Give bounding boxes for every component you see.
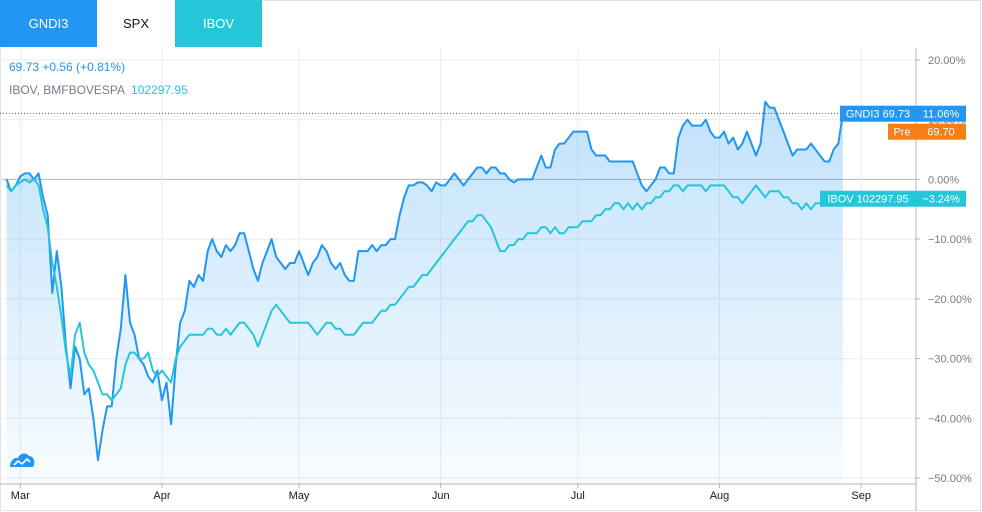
x-axis: Mar Apr May Jun Jul Aug Sep [0,483,916,502]
series-line-ibov [5,178,844,402]
price-tag-name-bg [840,105,916,122]
tab-ibov[interactable]: IBOV [175,0,262,47]
tradingview-logo-icon[interactable] [8,448,36,472]
ibov-legend-value: 102297.95 [131,83,188,97]
price-labels: GNDI3 69.73 11.06% Pre 69.70 IBOV 102297.95 −… [820,105,966,207]
y-tick-label: −20.00% [928,294,972,306]
area-fills [6,101,843,485]
x-tick-label: Mar [11,490,30,502]
ibov-legend-name: IBOV, BMFBOVESPA [9,83,126,97]
series-line-gndi3 [5,100,844,462]
x-tick-label: Apr [153,490,170,502]
price-tag-value: 69.70 [927,127,955,139]
y-tick-label: 0.00% [928,174,959,186]
x-tick-label: Jul [571,490,585,502]
tab-gndi3[interactable]: GNDI3 [0,0,97,47]
price-tag-value-bg [916,190,966,207]
gndi3-legend: 69.73 +0.56 (+0.81%) [9,60,126,74]
price-tag-name-bg [820,190,916,207]
price-tag: Pre 69.70 [888,123,966,140]
y-tick-label: 20.00% [928,55,966,67]
price-tag-name-bg [888,123,916,140]
price-tag-value-bg [916,123,966,140]
x-tick-label: Aug [710,490,730,502]
x-tick-label: May [289,490,310,502]
price-tag-name: GNDI3 69.73 [846,109,910,121]
ibov-legend: IBOV, BMFBOVESPA 102297.95 [9,83,188,97]
tab-spx[interactable]: SPX [97,0,175,47]
price-tag-name: IBOV 102297.95 [827,194,908,206]
y-tick-label: −10.00% [928,234,972,246]
y-tick-label: −50.00% [928,473,972,485]
price-tag-name: Pre [893,127,910,139]
price-tag: GNDI3 69.73 11.06% [840,105,966,122]
price-tag-value: 11.06% [923,109,960,121]
y-tick-label: −40.00% [928,413,972,425]
symbol-tabs: GNDI3 SPX IBOV [0,0,262,47]
area-gndi3 [6,101,843,485]
price-tag-value: −3.24% [922,194,960,206]
price-tag: IBOV 102297.95 −3.24% [820,190,966,207]
y-tick-label: −30.00% [928,354,972,366]
price-tag-value-bg [916,105,966,122]
x-tick-label: Sep [851,490,871,502]
series-lines [5,100,844,462]
x-tick-label: Jun [432,490,450,502]
